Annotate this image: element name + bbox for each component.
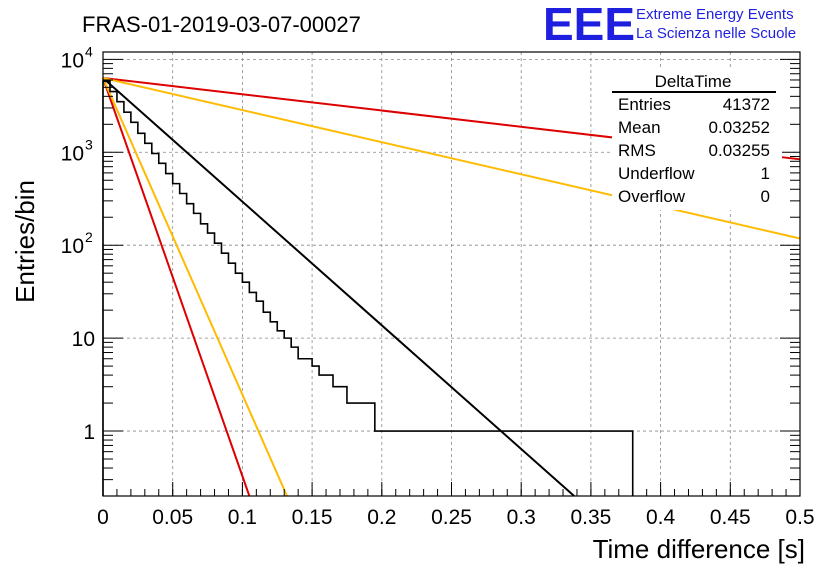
x-tick-label: 0.5: [785, 506, 814, 529]
y-axis-title: Entries/bin: [10, 180, 40, 303]
x-tick-label: 0.25: [431, 506, 472, 529]
fit-curve: [102, 77, 801, 240]
fit-curve: [102, 77, 288, 497]
stats-value-entries: 41372: [723, 95, 770, 114]
y-tick-exponent: 2: [85, 229, 93, 245]
fit-curve: [102, 77, 575, 497]
stats-box-bg: [612, 70, 782, 210]
x-tick-label: 0.3: [507, 506, 536, 529]
stats-box: DeltaTime Entries 41372 Mean 0.03252 RMS…: [612, 70, 782, 210]
stats-label-mean: Mean: [618, 118, 661, 137]
stats-label-overflow: Overflow: [618, 187, 686, 206]
y-tick-label: 10: [61, 235, 84, 258]
stats-value-mean: 0.03252: [709, 118, 770, 137]
y-tick-exponent: 3: [85, 136, 93, 152]
x-tick-label: 0.45: [710, 506, 751, 529]
stats-value-underflow: 1: [761, 164, 770, 183]
stats-value-rms: 0.03255: [709, 141, 770, 160]
logo-mark: EEE: [543, 0, 635, 50]
histogram-outline: [102, 80, 634, 496]
histogram: [102, 80, 634, 496]
x-tick-label: 0: [97, 506, 109, 529]
logo-line1: Extreme Energy Events: [636, 6, 794, 23]
stats-label-underflow: Underflow: [618, 164, 695, 183]
axis-ticks: [102, 58, 801, 497]
stats-box-title: DeltaTime: [655, 72, 732, 91]
x-tick-label: 0.4: [646, 506, 676, 529]
x-tick-label: 0.1: [228, 506, 257, 529]
stats-value-overflow: 0: [761, 187, 770, 206]
y-tick-label: 1: [83, 421, 95, 444]
eee-logo: EEE Extreme Energy Events La Scienza nel…: [543, 0, 796, 50]
logo-line2: La Scienza nelle Scuole: [636, 25, 796, 42]
y-tick-label: 10: [61, 142, 84, 165]
page-title: FRAS-01-2019-03-07-00027: [82, 12, 361, 37]
x-tick-label: 0.05: [152, 506, 193, 529]
y-tick-label: 10: [72, 328, 95, 351]
x-tick-label: 0.15: [292, 506, 333, 529]
x-tick-labels: 0 0.05 0.1 0.15 0.2 0.25 0.3 0.35 0.4 0.45 0.5: [97, 506, 814, 529]
x-tick-label: 0.35: [570, 506, 611, 529]
y-tick-exponent: 4: [85, 43, 93, 59]
x-axis-title: Time difference [s]: [593, 534, 805, 564]
x-tick-label: 0.2: [367, 506, 396, 529]
stats-label-rms: RMS: [618, 141, 656, 160]
stats-label-entries: Entries: [618, 95, 671, 114]
fit-curve: [102, 77, 251, 497]
y-tick-label: 10: [61, 49, 84, 72]
